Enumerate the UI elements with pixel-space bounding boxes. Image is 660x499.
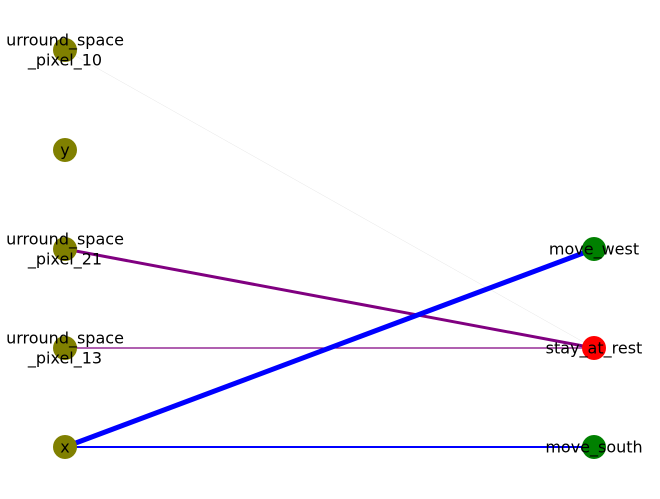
node-move_west: [582, 237, 606, 261]
node-sp10: [53, 38, 77, 62]
node-label-line: move_west: [549, 240, 639, 260]
node-label-sp10: urround_space _pixel_10: [6, 31, 124, 71]
node-label-line: move_south: [545, 438, 642, 458]
node-label-line: _pixel_13: [27, 349, 102, 369]
node-label-move_south: move_south: [545, 438, 642, 458]
nodes-layer: [53, 38, 606, 459]
node-label-move_west: move_west: [549, 240, 639, 260]
edge-x-to-move_west: [64, 246, 595, 450]
node-label-line: _pixel_10: [27, 51, 102, 71]
node-label-line: _pixel_21: [27, 250, 102, 270]
node-label-line: stay_at_rest: [546, 339, 643, 359]
node-stay_at_rest: [582, 336, 606, 360]
node-label-x: x: [60, 438, 69, 457]
node-label-line: urround_space: [6, 31, 124, 51]
node-label-line: urround_space: [6, 230, 124, 250]
node-label-sp21: urround_space _pixel_21: [6, 230, 124, 270]
node-label-y: y: [60, 141, 69, 160]
edges-layer: [64, 49, 595, 450]
node-x: [53, 435, 77, 459]
node-label-line: y: [60, 141, 69, 160]
node-sp13: [53, 336, 77, 360]
node-label-line: urround_space: [6, 329, 124, 349]
node-label-sp13: urround_space _pixel_13: [6, 329, 124, 369]
node-sp21: [53, 237, 77, 261]
node-label-line: x: [60, 438, 69, 457]
edge-sp10-to-stay_at_rest: [64, 49, 595, 349]
node-y: [53, 138, 77, 162]
edge-sp21-to-stay_at_rest: [64, 247, 595, 350]
node-move_south: [582, 435, 606, 459]
node-label-stay_at_rest: stay_at_rest: [546, 339, 643, 359]
